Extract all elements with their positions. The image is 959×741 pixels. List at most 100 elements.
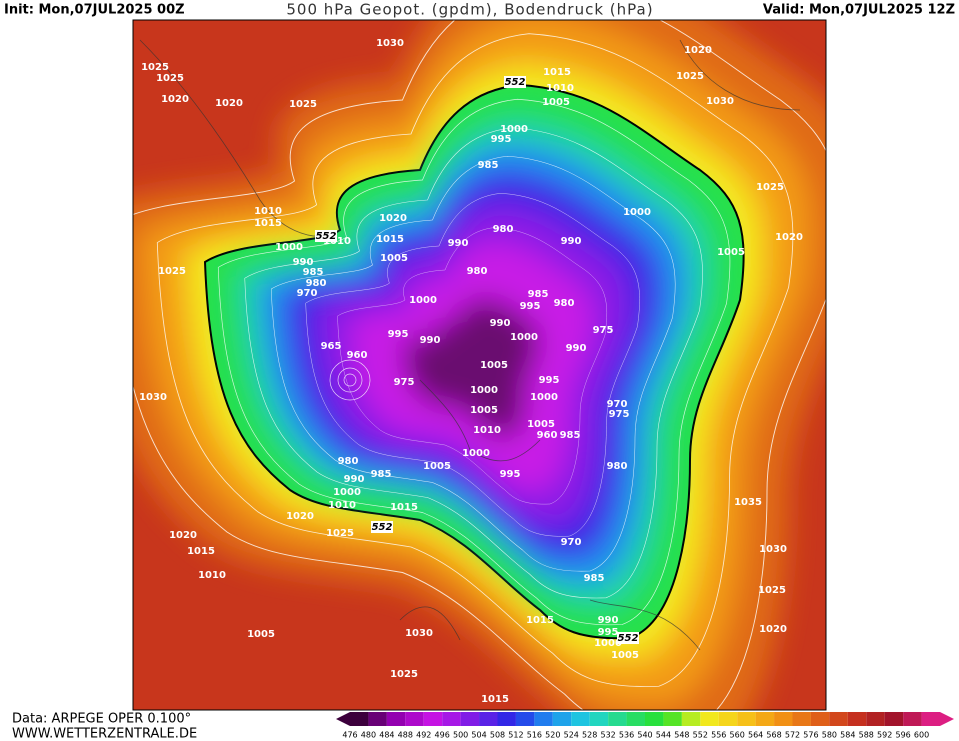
isobar-label: 975 bbox=[609, 409, 630, 420]
isobar-label: 1000 bbox=[275, 242, 303, 253]
colorbar-label: 512 bbox=[508, 731, 523, 740]
isobar-label: 970 bbox=[607, 399, 628, 410]
colorbar-swatch bbox=[442, 712, 461, 726]
isobar-label: 995 bbox=[388, 329, 409, 340]
colorbar-label: 592 bbox=[877, 731, 892, 740]
isobar-label: 995 bbox=[520, 301, 541, 312]
isobar-label: 1025 bbox=[326, 528, 354, 539]
colorbar-swatch bbox=[681, 712, 701, 726]
init-time: Init: Mon,07JUL2025 00Z bbox=[4, 3, 185, 18]
isobar-label: 1030 bbox=[405, 628, 433, 639]
isobar-label: 1020 bbox=[161, 94, 189, 105]
isobar-label: 1020 bbox=[379, 213, 407, 224]
colorbar-swatch bbox=[534, 712, 553, 726]
isobar-label: 970 bbox=[297, 288, 318, 299]
colorbar-label: 568 bbox=[766, 731, 781, 740]
isobar-label: 1015 bbox=[481, 694, 509, 705]
isobar-label: 1015 bbox=[376, 234, 404, 245]
isobar-label: 1005 bbox=[480, 360, 508, 371]
isobar-label: 1020 bbox=[684, 45, 712, 56]
isobar-label: 980 bbox=[554, 298, 575, 309]
map-frame bbox=[132, 19, 827, 711]
isobar-label: 990 bbox=[490, 318, 511, 329]
colorbar-swatch bbox=[718, 712, 738, 726]
colorbar-swatch bbox=[608, 712, 627, 726]
isobar-label: 1025 bbox=[756, 182, 784, 193]
isobar-label: 990 bbox=[448, 238, 469, 249]
colorbar-label: 480 bbox=[361, 731, 376, 740]
height-label: 552 bbox=[618, 633, 639, 644]
data-source: Data: ARPEGE OPER 0.100° bbox=[12, 712, 191, 727]
isobar-label: 1000 bbox=[530, 392, 558, 403]
colorbar-label: 560 bbox=[730, 731, 745, 740]
colorbar-swatch bbox=[423, 712, 443, 726]
map-title: 500 hPa Geopot. (gpdm), Bodendruck (hPa) bbox=[286, 1, 653, 19]
colorbar-swatch bbox=[829, 712, 848, 726]
isobar-label: 995 bbox=[500, 469, 521, 480]
colorbar-label: 500 bbox=[453, 731, 468, 740]
colorbar-swatch bbox=[589, 712, 609, 726]
colorbar-swatch bbox=[866, 712, 885, 726]
isobar-label: 985 bbox=[528, 289, 549, 300]
isobar-label: 1030 bbox=[759, 544, 787, 555]
isobar-label: 975 bbox=[593, 325, 614, 336]
colorbar-swatch bbox=[626, 712, 645, 726]
isobar-label: 985 bbox=[560, 430, 581, 441]
isobar-label: 965 bbox=[321, 341, 342, 352]
isobar-label: 1005 bbox=[247, 629, 275, 640]
colorbar-label: 600 bbox=[914, 731, 929, 740]
isobar-label: 1025 bbox=[141, 62, 169, 73]
colorbar-label: 580 bbox=[822, 731, 837, 740]
colorbar-swatch bbox=[552, 712, 572, 726]
colorbar-label: 556 bbox=[711, 731, 726, 740]
colorbar-swatch bbox=[350, 712, 369, 726]
colorbar-label: 588 bbox=[859, 731, 874, 740]
isobar-label: 970 bbox=[561, 537, 582, 548]
colorbar-label: 572 bbox=[785, 731, 800, 740]
isobar-label: 1025 bbox=[289, 99, 317, 110]
isobar-label: 985 bbox=[371, 469, 392, 480]
isobar-label: 1020 bbox=[759, 624, 787, 635]
isobar-label: 1015 bbox=[390, 502, 418, 513]
isobar-label: 1035 bbox=[734, 497, 762, 508]
isobar-label: 1000 bbox=[409, 295, 437, 306]
colorbar-swatch bbox=[847, 712, 867, 726]
isobar-label: 990 bbox=[344, 474, 365, 485]
colorbar-label: 484 bbox=[379, 731, 394, 740]
isobar-label: 1000 bbox=[623, 207, 651, 218]
isobar-label: 1030 bbox=[139, 392, 167, 403]
colorbar-label: 508 bbox=[490, 731, 505, 740]
height-label-box bbox=[315, 230, 337, 242]
isobar-label: 1005 bbox=[542, 97, 570, 108]
colorbar-swatch bbox=[903, 712, 922, 726]
colorbar-swatch bbox=[368, 712, 387, 726]
isobar-label: 990 bbox=[566, 343, 587, 354]
colorbar-label: 492 bbox=[416, 731, 431, 740]
colorbar-label: 584 bbox=[840, 731, 855, 740]
isobar-label: 1015 bbox=[543, 67, 571, 78]
isobar-label: 1020 bbox=[286, 511, 314, 522]
isobar-label: 990 bbox=[293, 257, 314, 268]
colorbar-swatch bbox=[792, 712, 811, 726]
colorbar-label: 520 bbox=[545, 731, 560, 740]
height-label-box bbox=[617, 632, 639, 644]
colorbar-swatch bbox=[386, 712, 406, 726]
isobar-label: 980 bbox=[607, 461, 628, 472]
height-label-box bbox=[504, 76, 526, 88]
isobar-label: 1010 bbox=[546, 83, 574, 94]
colorbar-arrow-right bbox=[940, 712, 954, 726]
isobar-label: 980 bbox=[467, 266, 488, 277]
isobar-label: 1010 bbox=[323, 236, 351, 247]
colorbar-label: 476 bbox=[342, 731, 357, 740]
isobar-label: 1000 bbox=[333, 487, 361, 498]
isobar-label: 1000 bbox=[470, 385, 498, 396]
isobar-label: 1025 bbox=[676, 71, 704, 82]
isobar-label: 1010 bbox=[254, 206, 282, 217]
colorbar-label: 516 bbox=[527, 731, 542, 740]
colorbar-swatch bbox=[405, 712, 424, 726]
isobar-label: 1010 bbox=[473, 425, 501, 436]
height-label-box bbox=[371, 521, 393, 533]
isobar-label: 1000 bbox=[462, 448, 490, 459]
isobar-label: 985 bbox=[478, 160, 499, 171]
